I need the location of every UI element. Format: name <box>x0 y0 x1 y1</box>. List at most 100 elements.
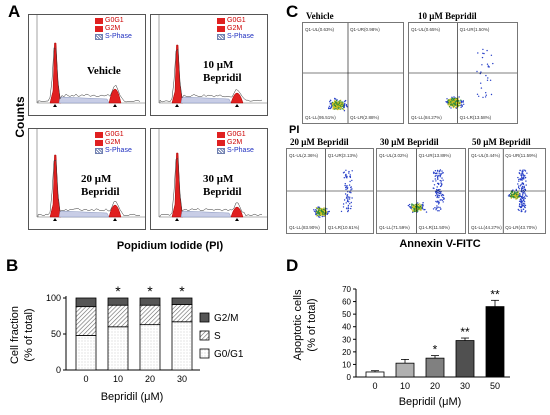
histogram-outline <box>37 47 141 103</box>
flowplot-2: Q1-UL(0.65%) Q1-UR(1.50%) Q1-LL(84.27%) Q1-… <box>408 22 518 124</box>
y-axis-label-line-2: (% of total) <box>23 308 35 361</box>
scatter-dot <box>512 192 514 194</box>
scatter-dot <box>446 101 448 103</box>
histogram-4: G0G1 G2M S-Phase 30 μM Bepridil <box>150 128 268 230</box>
scatter-dot <box>340 210 343 213</box>
legend-label: S-Phase <box>227 147 254 154</box>
s-phase-area <box>180 210 232 218</box>
scatter-dot <box>322 213 324 215</box>
scatter-dot <box>337 104 340 106</box>
scatter-dot <box>437 174 439 177</box>
scatter-dot <box>437 206 439 208</box>
scatter-dot <box>340 107 342 109</box>
scatter-dot <box>342 108 344 110</box>
scatter-dot <box>520 178 522 180</box>
legend-label: S-Phase <box>105 33 132 40</box>
scatter-dot <box>315 213 317 216</box>
scatter-dot <box>432 180 434 182</box>
histogram-outline <box>159 158 262 217</box>
treatment-line-1: 10 μM <box>203 59 234 71</box>
scatter-dot <box>436 196 438 199</box>
scatter-dot <box>510 197 512 199</box>
scatter-dot <box>435 209 437 211</box>
scatter-dot <box>328 210 330 213</box>
scatter-dot <box>346 188 348 190</box>
significance-marker: ** <box>460 325 470 339</box>
scatter-dot <box>439 174 442 177</box>
flowplot-svg <box>377 149 465 233</box>
scatter-dot <box>347 210 349 213</box>
panel-a-letter: A <box>8 2 21 21</box>
scatter-dot <box>520 173 522 175</box>
scatter-dot <box>461 105 463 108</box>
scatter-dot <box>317 212 319 214</box>
scatter-dot <box>317 206 319 208</box>
scatter-dot <box>351 170 353 172</box>
y-tick-label: 20 <box>342 348 351 357</box>
legend-swatch <box>217 26 225 32</box>
significance-marker: * <box>179 283 185 299</box>
scatter-dot <box>343 106 345 109</box>
treatment-line-2: Bepridil <box>203 186 242 198</box>
scatter-dot <box>438 195 441 197</box>
scatter-dot <box>440 173 442 175</box>
scatter-dot <box>328 107 330 110</box>
scatter-dot <box>345 202 347 204</box>
scatter-dot <box>443 197 445 199</box>
scatter-dot <box>520 184 522 186</box>
legend-label: S <box>214 331 221 342</box>
scatter-dot <box>331 101 334 104</box>
scatter-dot <box>518 205 521 207</box>
legend-label: G2M <box>227 25 243 32</box>
scatter-dot <box>346 106 348 108</box>
scatter-dot <box>439 192 441 194</box>
legend-swatch <box>199 312 210 323</box>
quadrant-label-ur: Q1-UR(13.89%) <box>418 153 451 158</box>
scatter-dot <box>432 208 435 210</box>
scatter-dot <box>347 206 349 208</box>
scatter-dot <box>342 203 345 205</box>
scatter-dot <box>438 196 440 199</box>
x-tick-label: 10 <box>400 381 410 391</box>
legend-swatch <box>199 348 210 359</box>
scatter-dot <box>411 208 413 211</box>
scatter-dot <box>438 201 440 203</box>
scatter-dot <box>451 96 453 99</box>
scatter-dot <box>525 184 527 186</box>
scatter-dot <box>319 212 321 214</box>
scatter-dot <box>351 188 353 190</box>
scatter-dot <box>520 210 522 213</box>
legend-item: G2M <box>95 139 132 147</box>
legend-label: G2/M <box>214 313 238 324</box>
scatter-dot <box>521 183 523 185</box>
scatter-dot <box>517 186 520 189</box>
s-phase-area <box>180 96 232 104</box>
scatter-dot <box>517 183 519 185</box>
scatter-dot <box>339 100 341 102</box>
scatter-dot <box>441 193 444 196</box>
scatter-dot <box>441 199 444 201</box>
scatter-dot <box>322 211 324 213</box>
scatter-dot <box>435 207 438 209</box>
quadrant-label-ll: Q1-LL(83.90%) <box>289 225 320 230</box>
scatter-dot <box>419 207 421 209</box>
scatter-dot <box>333 106 336 108</box>
histogram-legend: G0G1 G2M S-Phase <box>217 17 254 41</box>
scatter-dot <box>338 107 340 110</box>
legend-item: G2M <box>95 25 132 33</box>
scatter-dot <box>317 216 320 218</box>
scatter-dot <box>327 212 329 214</box>
x-tick-label: 20 <box>430 381 440 391</box>
scatter-dot <box>408 206 411 208</box>
panel-d-letter: D <box>286 256 299 275</box>
scatter-dot <box>438 170 441 172</box>
scatter-dot <box>436 205 438 207</box>
scatter-dot <box>349 196 351 198</box>
bar-g0g1-30 <box>171 321 193 371</box>
y-tick-label: 10 <box>342 360 351 369</box>
x-tick-label: 30 <box>460 381 470 391</box>
panel-c-xlabel: Annexin V-FITC <box>399 238 481 250</box>
scatter-dot <box>453 96 455 98</box>
flowplot-5: Q1-UL(0.44%) Q1-UR(11.59%) Q1-LL(44.27%) Q1… <box>468 148 546 234</box>
g2-marker <box>113 104 117 107</box>
